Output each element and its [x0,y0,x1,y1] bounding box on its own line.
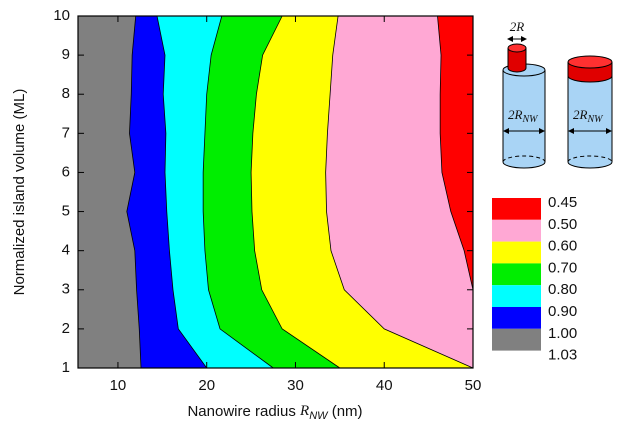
legend-swatch [492,263,541,285]
y-tick-label: 3 [62,281,70,298]
annotation-sub: NW [586,114,604,125]
annotation: 2R [510,19,525,34]
island-top [508,44,526,52]
legend-label: 0.50 [548,216,577,233]
y-tick-label: 5 [62,203,70,220]
legend-label: 0.80 [548,281,577,298]
annotation-main: 2R [573,107,588,122]
y-tick-label: 4 [62,242,70,259]
y-tick-label: 9 [62,46,70,63]
plot-area [78,16,473,368]
legend-label: 1.03 [548,347,577,364]
y-tick-label: 8 [62,85,70,102]
x-tick-label: 50 [465,377,482,394]
y-axis-label: Normalized island volume (ML) [11,89,28,296]
legend-label: 1.00 [548,325,577,342]
legend-swatch [492,242,541,264]
y-tick-label: 6 [62,163,70,180]
annotation-sub: NW [521,114,539,125]
legend-swatch [492,307,541,329]
y-tick-label: 2 [62,320,70,337]
legend-label: 0.60 [548,238,577,255]
annotation-main: 2R [508,107,523,122]
x-label-var: R [299,403,309,419]
x-tick-label: 20 [198,377,215,394]
x-tick-label: 10 [110,377,127,394]
x-label-sub: NW [309,410,329,422]
x-tick-label: 30 [287,377,304,394]
inset-diagram: 2R 2RNW 2RNW [503,19,612,168]
x-axis-label: Nanowire radius RNW (nm) [187,403,362,422]
legend-label: 0.45 [548,194,577,211]
legend-label: 0.90 [548,303,577,320]
legend-swatch [492,285,541,307]
x-label-text: Nanowire radius [187,403,300,420]
island-top [568,56,612,68]
chart: 2R 2RNW 2RNW Nanowire radius RNW (nm) No… [0,0,618,439]
x-label-unit: (nm) [328,403,363,420]
legend-swatch [492,220,541,242]
legend-label: 0.70 [548,259,577,276]
legend-swatch [492,198,541,220]
page: {"chart_data": {"type": "contour", "x_la… [0,0,618,439]
legend-swatch [492,329,541,351]
y-tick-label: 10 [53,7,70,24]
x-tick-label: 40 [376,377,393,394]
y-tick-label: 7 [62,124,70,141]
y-tick-label: 1 [62,359,70,376]
